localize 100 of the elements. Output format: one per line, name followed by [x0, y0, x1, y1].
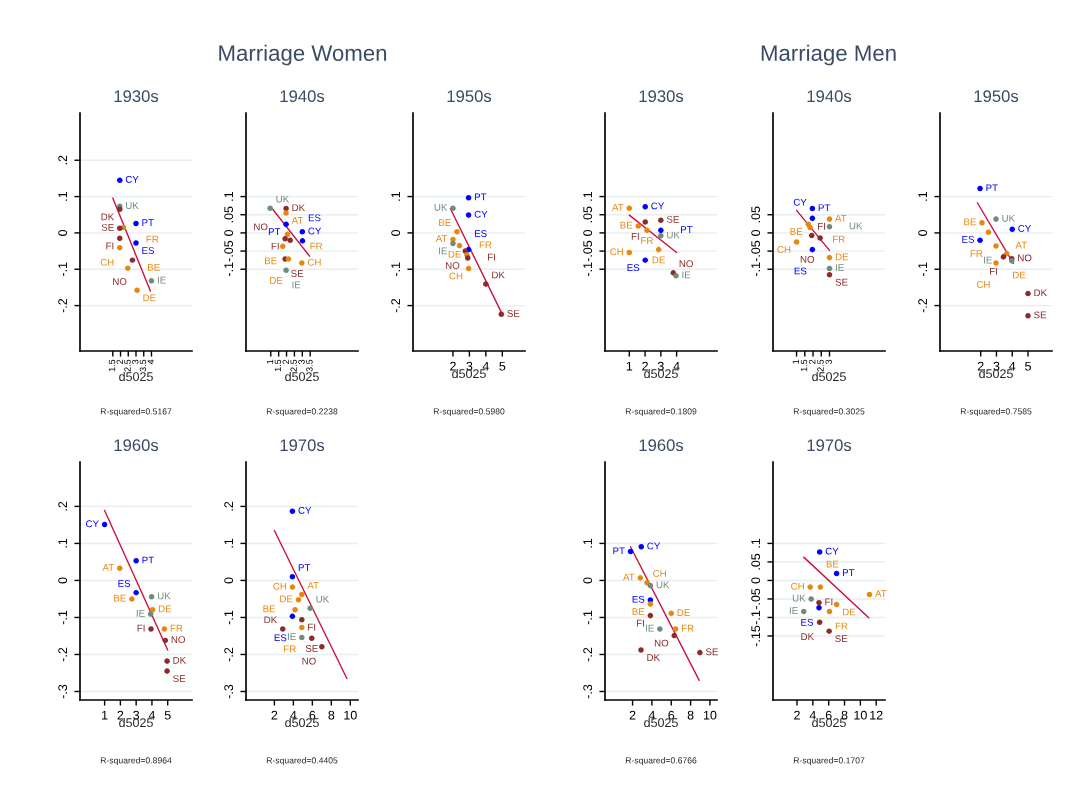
- y-tick-label: .1: [391, 191, 400, 201]
- x-axis-title: d5025: [285, 717, 319, 728]
- annotation: FI: [308, 623, 316, 631]
- y-tick-label: .05: [751, 553, 761, 570]
- annotation: FI: [106, 242, 114, 250]
- annotation: CY: [651, 202, 665, 210]
- annotation: AT: [307, 582, 319, 589]
- annotation: FI: [636, 619, 644, 627]
- y-tick-label: -.1: [224, 610, 233, 625]
- text: R-squared=0.1809: [625, 408, 697, 417]
- chart-title: 1940s: [280, 90, 325, 103]
- x-axis-title: d5025: [979, 368, 1013, 379]
- y-tick-label: 0: [224, 229, 234, 236]
- annotation: AT: [875, 590, 887, 598]
- annotation: CH: [653, 570, 666, 577]
- x-tick-label: 3: [825, 359, 832, 365]
- annotation: SE: [1034, 311, 1047, 319]
- annotation: BE: [826, 560, 839, 568]
- annotation: ES: [274, 634, 287, 642]
- text: R-squared=0.6766: [625, 757, 697, 766]
- x-tick-label: 6: [309, 710, 316, 720]
- y-tick-label: .05: [583, 206, 593, 223]
- annotation: FR: [641, 237, 653, 244]
- annotation: FI: [990, 267, 997, 275]
- y-tick-label: -.1: [751, 610, 760, 625]
- x-tick-label: 4: [148, 710, 156, 720]
- annotation: AT: [291, 217, 304, 224]
- annotation: IE: [682, 271, 691, 279]
- annotation: DE: [270, 277, 283, 284]
- chart-title: 1970s: [280, 439, 325, 452]
- x-tick-label: 2: [116, 359, 123, 364]
- y-tick-label: .05: [224, 206, 234, 223]
- chart-title: 1940s: [807, 90, 852, 103]
- annotation: BE: [632, 608, 645, 615]
- annotation: PT: [268, 228, 281, 236]
- x-tick-label: 2.5: [124, 359, 131, 372]
- annotation: UK: [849, 222, 863, 230]
- y-tick-label: .2: [58, 501, 67, 511]
- x-tick-label: 2: [794, 710, 800, 720]
- annotation: CY: [793, 198, 807, 206]
- x-tick-label: 4: [482, 361, 489, 371]
- x-axis-title: d5025: [644, 717, 678, 728]
- y-tick-label: -.2: [918, 298, 927, 313]
- annotation: DE: [448, 250, 461, 258]
- annotation: DK: [173, 656, 187, 664]
- annotation: BE: [620, 221, 633, 229]
- x-tick-label: 4: [1009, 361, 1016, 371]
- annotation: FI: [137, 624, 145, 632]
- annotation: UK: [316, 595, 330, 603]
- annotation: CY: [1018, 225, 1032, 232]
- x-tick-label: 2: [450, 361, 456, 371]
- y-tick-label: 0: [58, 577, 68, 584]
- x-axis-title: d5025: [812, 371, 846, 382]
- annotation: PT: [142, 219, 154, 226]
- annotation: PT: [842, 569, 855, 576]
- y-tick-label: .1: [58, 191, 67, 201]
- annotation: AT: [435, 235, 448, 242]
- annotation: NO: [1018, 254, 1032, 262]
- annotation: ES: [118, 580, 131, 587]
- x-tick-label: 2: [271, 710, 278, 720]
- y-tick-label: .1: [918, 191, 927, 201]
- y-tick-label: -.1: [391, 262, 400, 276]
- x-tick-label: 4: [290, 710, 297, 720]
- annotation: FI: [271, 242, 279, 250]
- annotation: DE: [677, 609, 690, 616]
- annotation: CY: [825, 547, 839, 555]
- y-tick-label: -.05: [751, 240, 761, 262]
- x-tick-label: 1: [102, 710, 108, 720]
- annotation: FR: [833, 235, 845, 243]
- annotation: ES: [474, 230, 487, 237]
- y-tick-label: 0: [918, 229, 928, 236]
- text: R-squared=0.4405: [266, 757, 338, 766]
- annotation: BE: [148, 263, 160, 271]
- annotation: SE: [835, 635, 848, 643]
- annotation: DE: [835, 253, 849, 261]
- annotation: BE: [114, 594, 126, 602]
- x-tick-label: 6: [825, 710, 832, 720]
- annotation: IE: [136, 609, 145, 617]
- x-axis-title: d5025: [285, 371, 319, 382]
- annotation: ES: [632, 595, 645, 603]
- annotation: AT: [612, 204, 624, 211]
- annotation: PT: [818, 204, 831, 212]
- annotation: SE: [173, 675, 186, 683]
- x-tick-label: 2: [629, 710, 636, 720]
- x-tick-label: 2: [117, 710, 124, 720]
- annotation: ES: [627, 264, 640, 272]
- annotation: FR: [310, 242, 323, 250]
- chart-title: 1960s: [114, 439, 159, 452]
- annotation: BE: [265, 257, 277, 265]
- annotation: FI: [631, 233, 639, 240]
- chart-title: 1930s: [114, 90, 159, 103]
- x-tick-label: 5: [499, 361, 506, 371]
- annotation: DK: [1034, 289, 1047, 297]
- x-tick-label: 8: [687, 710, 694, 720]
- annotation: SE: [101, 223, 114, 231]
- x-axis-title: d5025: [644, 368, 678, 379]
- annotation: CH: [449, 272, 463, 280]
- x-tick-label: 2: [642, 361, 648, 371]
- annotation: CY: [125, 175, 139, 183]
- annotation: CH: [610, 248, 623, 256]
